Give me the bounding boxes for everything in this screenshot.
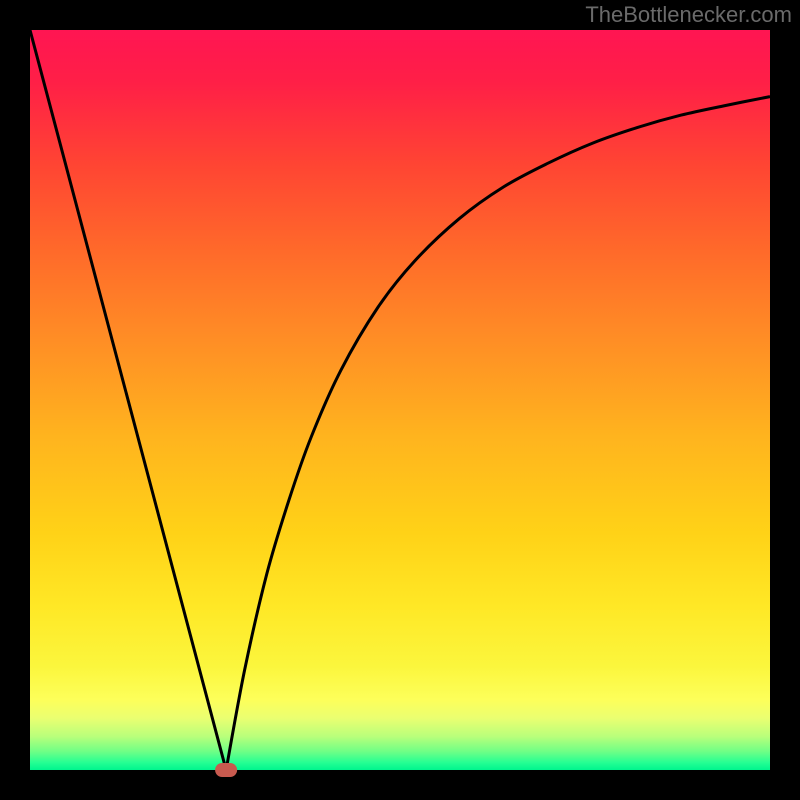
watermark-text: TheBottlenecker.com bbox=[585, 2, 792, 28]
bottleneck-curve-chart bbox=[0, 0, 800, 800]
chart-container: TheBottlenecker.com bbox=[0, 0, 800, 800]
plot-background bbox=[30, 30, 770, 770]
curve-minimum-marker bbox=[215, 763, 237, 777]
